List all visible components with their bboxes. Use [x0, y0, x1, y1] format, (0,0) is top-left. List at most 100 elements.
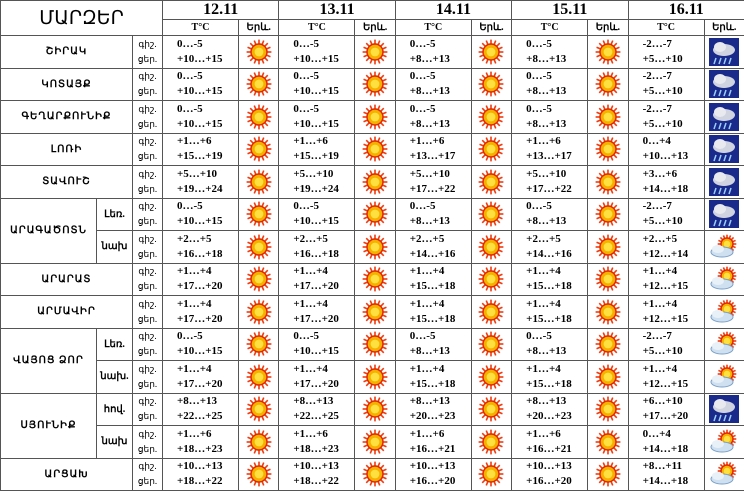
night-temp: 0…-5 [293, 330, 320, 343]
date: 15.11 [511, 0, 629, 20]
temperature: +1…+6 +16…+21 [394, 425, 472, 459]
day-temp: +22…+25 [177, 410, 223, 423]
icon-cell [470, 327, 513, 361]
icon-cell [703, 100, 744, 134]
temperature: 0…-5 +8…+13 [511, 327, 589, 361]
temp-header: T°C [278, 19, 356, 36]
region-name: ՎԱՅՈՑ ՁՈՐ [0, 327, 97, 394]
region-row: ՎԱՅՈՑ ՁՈՐ Լեռ. գիշ. ցեր. 0…-5 +10…+15 0…-5 +10…… [0, 327, 744, 394]
night-temp: 0…-5 [526, 70, 552, 83]
temperature: +1…+6 +13…+17 [511, 132, 589, 166]
temperature: +2…+5 +16…+18 [278, 230, 356, 264]
subheader-row: T°C Երև. T°C Երև. T°C Երև. T°C Երև. T°C Երև. [1, 19, 744, 36]
weather-icon [710, 234, 737, 258]
night-temp: -2…-7 [642, 37, 672, 50]
day-temp: +14…+16 [409, 247, 456, 260]
temperature: +5…+10 +19…+24 [278, 165, 356, 199]
weather-icon [479, 461, 504, 487]
night-temp: 0…-5 [177, 330, 203, 343]
day-temp: +15…+18 [526, 377, 572, 390]
region-name: ՇԻՐԱԿ [0, 35, 133, 69]
night-temp: +1…+4 [177, 297, 212, 310]
night-temp: +3…+6 [642, 167, 678, 180]
icon-cell [703, 457, 744, 491]
icon-cell [587, 327, 629, 361]
icon-cell [470, 67, 513, 101]
day-temp: +10…+15 [293, 345, 339, 358]
region-name: ՏԱՎՈՒՇ [0, 165, 133, 199]
day-temp: +15…+19 [293, 150, 339, 163]
weather-icon [246, 201, 272, 227]
icon-cell [470, 132, 513, 166]
region-row: ԱՐՄԱՎԻՐ գիշ. ցեր. +1…+4 +17…+20 +1…+4 +17…+20 +… [0, 295, 744, 329]
night-temp: -2…-7 [642, 102, 672, 115]
temperature: +5…+10 +17…+22 [394, 165, 472, 199]
day-temp: +16…+20 [526, 475, 572, 488]
temperature: +8…+11 +14…+18 [627, 457, 705, 491]
weather-icon [595, 71, 621, 97]
icon-cell [703, 425, 744, 459]
icon-cell [354, 262, 396, 296]
weather-icon [362, 234, 388, 260]
temp-header: T°C [627, 19, 705, 36]
day-temp: +16…+20 [409, 475, 456, 488]
day-temp: +16…+21 [409, 442, 456, 455]
night-temp: +1…+4 [642, 265, 678, 278]
icon-cell [354, 425, 396, 459]
temperature: 0…-5 +10…+15 [162, 35, 239, 69]
temperature: -2…-7 +5…+10 [627, 100, 705, 134]
weather-icon [709, 102, 740, 131]
day-temp: +5…+10 [642, 52, 683, 65]
temperature: 0…-5 +8…+13 [394, 197, 472, 231]
temperature: 0…+4 +14…+18 [627, 425, 705, 459]
region-name: ԳԵՂԱՐՔՈՒՆԻՔ [0, 100, 133, 134]
icon-cell [237, 165, 280, 199]
icon-cell [703, 295, 744, 329]
weather-icon [709, 135, 740, 164]
night-temp: 0…-5 [526, 37, 552, 50]
icon-header: Երև. [237, 19, 280, 36]
icon-cell [703, 67, 744, 101]
temperature: +10…+13 +16…+20 [511, 457, 589, 491]
icon-header: Երև. [354, 19, 396, 36]
weather-icon [246, 461, 272, 487]
weather-icon [709, 167, 740, 196]
night-temp: -2…-7 [642, 330, 672, 343]
weather-icon [479, 71, 504, 97]
weather-icon [246, 364, 272, 390]
date: 13.11 [278, 0, 396, 20]
weather-icon [595, 299, 621, 325]
weather-icon [710, 266, 737, 290]
night-temp: 0…-5 [409, 37, 436, 50]
temperature: +1…+6 +15…+19 [162, 132, 239, 166]
icon-cell [587, 295, 629, 329]
icon-cell [354, 197, 396, 231]
time-labels: գիշ. ցեր. [132, 425, 163, 459]
date: 16.11 [627, 0, 744, 20]
night-label: գիշ. [138, 71, 157, 82]
temperature: 0…-5 +8…+13 [394, 35, 472, 69]
day-temp: +14…+18 [642, 182, 689, 195]
day-label: ցեր. [137, 281, 158, 292]
region-name: ՍՅՈՒՆԻՔ [0, 392, 97, 459]
day-temp: +20…+23 [526, 410, 572, 423]
time-labels: գիշ. ցեր. [132, 457, 163, 491]
day-temp: +17…+22 [526, 182, 572, 195]
icon-cell [470, 100, 513, 134]
weather-icon [709, 37, 740, 66]
temperature: +10…+13 +16…+20 [394, 457, 472, 491]
day-temp: +13…+17 [526, 150, 572, 163]
icon-cell [587, 230, 629, 264]
region-row: ՍՅՈՒՆԻՔ հով. գիշ. ցեր. +8…+13 +22…+25 +8…+13 +2… [0, 392, 744, 459]
temperature: 0…-5 +10…+15 [162, 100, 239, 134]
weather-icon [595, 169, 621, 195]
day-temp: +13…+17 [409, 150, 456, 163]
weather-icon [362, 429, 388, 455]
night-temp: 0…-5 [293, 200, 320, 213]
icon-cell [470, 165, 513, 199]
night-label: գիշ. [138, 168, 157, 179]
icon-cell [354, 360, 396, 394]
day-temp: +10…+13 [642, 150, 689, 163]
night-temp: 0…-5 [177, 70, 203, 83]
night-temp: +5…+10 [526, 167, 567, 180]
